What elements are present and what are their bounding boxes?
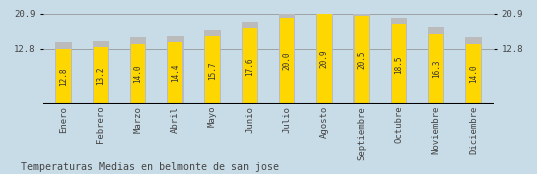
Text: 20.9: 20.9 (320, 50, 329, 68)
Text: 16.3: 16.3 (432, 60, 441, 78)
Text: 13.2: 13.2 (96, 67, 105, 85)
Text: 12.8: 12.8 (59, 68, 68, 86)
Text: 20.5: 20.5 (357, 51, 366, 69)
Text: 14.4: 14.4 (171, 64, 180, 82)
Bar (429, 34, 444, 104)
Bar (93, 47, 108, 104)
Bar (92, 41, 109, 104)
Bar (56, 49, 70, 104)
Bar (243, 28, 257, 104)
Bar (205, 30, 221, 104)
Bar (353, 14, 370, 104)
Text: 18.5: 18.5 (395, 55, 403, 74)
Bar (55, 42, 71, 104)
Text: 14.0: 14.0 (469, 65, 478, 83)
Text: 20.0: 20.0 (282, 52, 292, 70)
Bar (242, 22, 258, 104)
Text: 14.0: 14.0 (134, 65, 142, 83)
Text: 17.6: 17.6 (245, 57, 255, 76)
Bar (131, 44, 145, 104)
Bar (168, 42, 183, 104)
Bar (206, 36, 220, 104)
Bar (167, 35, 184, 104)
Bar (391, 18, 407, 104)
Text: Temperaturas Medias en belmonte de san jose: Temperaturas Medias en belmonte de san j… (21, 162, 279, 172)
Bar (467, 44, 481, 104)
Bar (392, 24, 406, 104)
Bar (316, 14, 332, 104)
Bar (280, 18, 294, 104)
Bar (428, 27, 445, 104)
Text: 15.7: 15.7 (208, 61, 217, 80)
Bar (466, 37, 482, 104)
Bar (317, 14, 331, 104)
Bar (279, 14, 295, 104)
Bar (130, 37, 146, 104)
Bar (354, 16, 369, 104)
